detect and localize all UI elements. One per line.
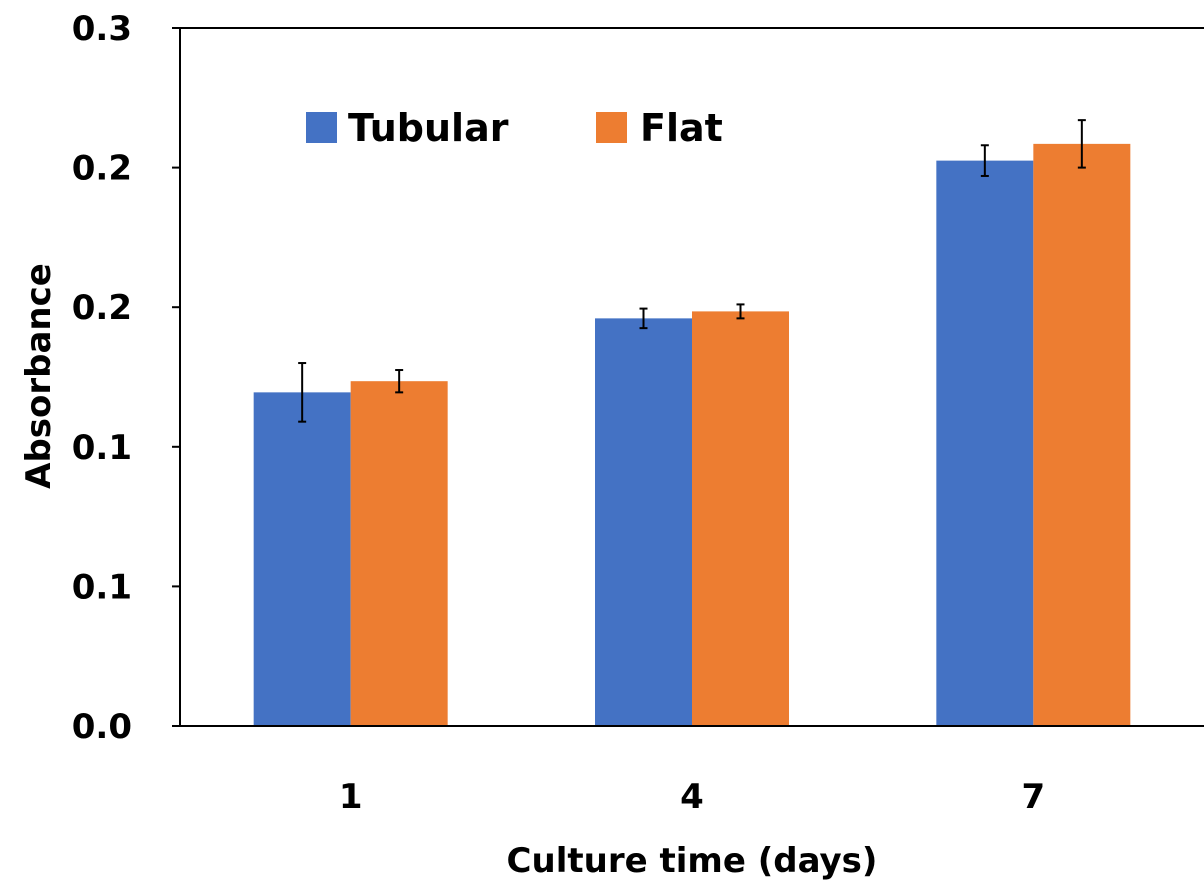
y-tick-label: 0.1 — [72, 428, 132, 468]
x-tick-label: 1 — [339, 777, 363, 817]
bar-flat-4 — [692, 311, 789, 726]
y-tick-label: 0.2 — [72, 288, 132, 328]
bar-flat-1 — [350, 381, 448, 726]
x-axis-title: Culture time (days) — [507, 841, 878, 881]
legend-label-flat: Flat — [640, 106, 723, 150]
x-tick-label: 7 — [1021, 777, 1045, 817]
legend: Tubular Flat — [306, 106, 723, 150]
y-tick-label: 0.3 — [72, 9, 132, 49]
axes-layer — [179, 27, 1204, 727]
legend-label-tubular: Tubular — [348, 106, 509, 150]
bar-tubular-7 — [936, 160, 1034, 726]
y-tick-label: 0.2 — [72, 149, 132, 189]
bar-flat-7 — [1033, 143, 1131, 727]
y-axis-title: Absorbance — [19, 263, 59, 489]
legend-swatch-flat — [596, 112, 627, 143]
bar-tubular-4 — [595, 318, 692, 726]
x-tick-label: 4 — [680, 777, 704, 817]
x-ticks-layer: 1 4 7 — [339, 777, 1045, 817]
y-ticks-layer: 0.0 0.1 0.1 0.2 0.2 0.3 — [72, 9, 180, 747]
y-tick-label: 0.1 — [72, 567, 132, 607]
bars-layer — [253, 143, 1131, 727]
bar-tubular-1 — [253, 392, 351, 726]
error-bars-layer — [298, 119, 1086, 423]
y-tick-label: 0.0 — [72, 707, 132, 747]
legend-swatch-tubular — [306, 112, 337, 143]
